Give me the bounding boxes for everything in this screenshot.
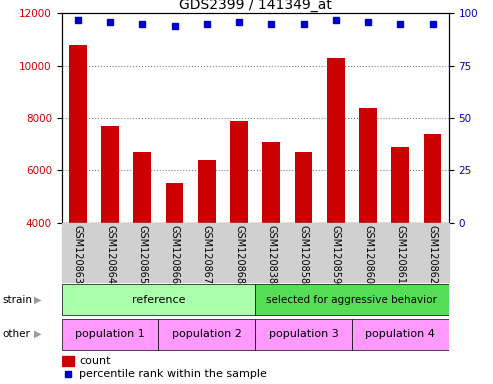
Bar xyxy=(62,284,255,315)
Bar xyxy=(101,126,119,223)
Bar xyxy=(255,319,352,349)
Text: reference: reference xyxy=(132,295,185,305)
Text: population 1: population 1 xyxy=(75,329,145,339)
Text: GSM120859: GSM120859 xyxy=(331,225,341,284)
Bar xyxy=(327,58,345,223)
Text: GSM120862: GSM120862 xyxy=(427,225,437,284)
Text: GSM120864: GSM120864 xyxy=(105,225,115,283)
Text: population 4: population 4 xyxy=(365,329,435,339)
Text: population 2: population 2 xyxy=(172,329,242,339)
Text: count: count xyxy=(79,356,111,366)
Bar xyxy=(166,184,183,223)
Text: GSM120863: GSM120863 xyxy=(73,225,83,283)
Text: percentile rank within the sample: percentile rank within the sample xyxy=(79,369,267,379)
Bar xyxy=(262,142,280,223)
Text: ▶: ▶ xyxy=(34,329,41,339)
Bar xyxy=(62,319,158,349)
Bar xyxy=(352,319,449,349)
Text: other: other xyxy=(2,329,31,339)
Text: selected for aggressive behavior: selected for aggressive behavior xyxy=(266,295,437,305)
Bar xyxy=(62,356,74,366)
Text: GSM120868: GSM120868 xyxy=(234,225,244,283)
Bar xyxy=(391,147,409,223)
Bar xyxy=(230,121,248,223)
Text: strain: strain xyxy=(2,295,33,305)
Text: GSM120866: GSM120866 xyxy=(170,225,179,283)
Text: GSM120861: GSM120861 xyxy=(395,225,405,283)
Text: population 3: population 3 xyxy=(269,329,338,339)
Text: ▶: ▶ xyxy=(34,295,41,305)
Bar xyxy=(134,152,151,223)
Text: GSM120867: GSM120867 xyxy=(202,225,212,284)
Bar xyxy=(295,152,313,223)
Bar xyxy=(255,284,449,315)
Text: GSM120838: GSM120838 xyxy=(266,225,276,283)
Bar xyxy=(359,108,377,223)
Text: GSM120858: GSM120858 xyxy=(298,225,309,284)
Title: GDS2399 / 141349_at: GDS2399 / 141349_at xyxy=(178,0,332,12)
Bar xyxy=(423,134,441,223)
Bar xyxy=(198,160,215,223)
Bar xyxy=(158,319,255,349)
Bar xyxy=(69,45,87,223)
Text: GSM120860: GSM120860 xyxy=(363,225,373,283)
Text: GSM120865: GSM120865 xyxy=(137,225,147,284)
